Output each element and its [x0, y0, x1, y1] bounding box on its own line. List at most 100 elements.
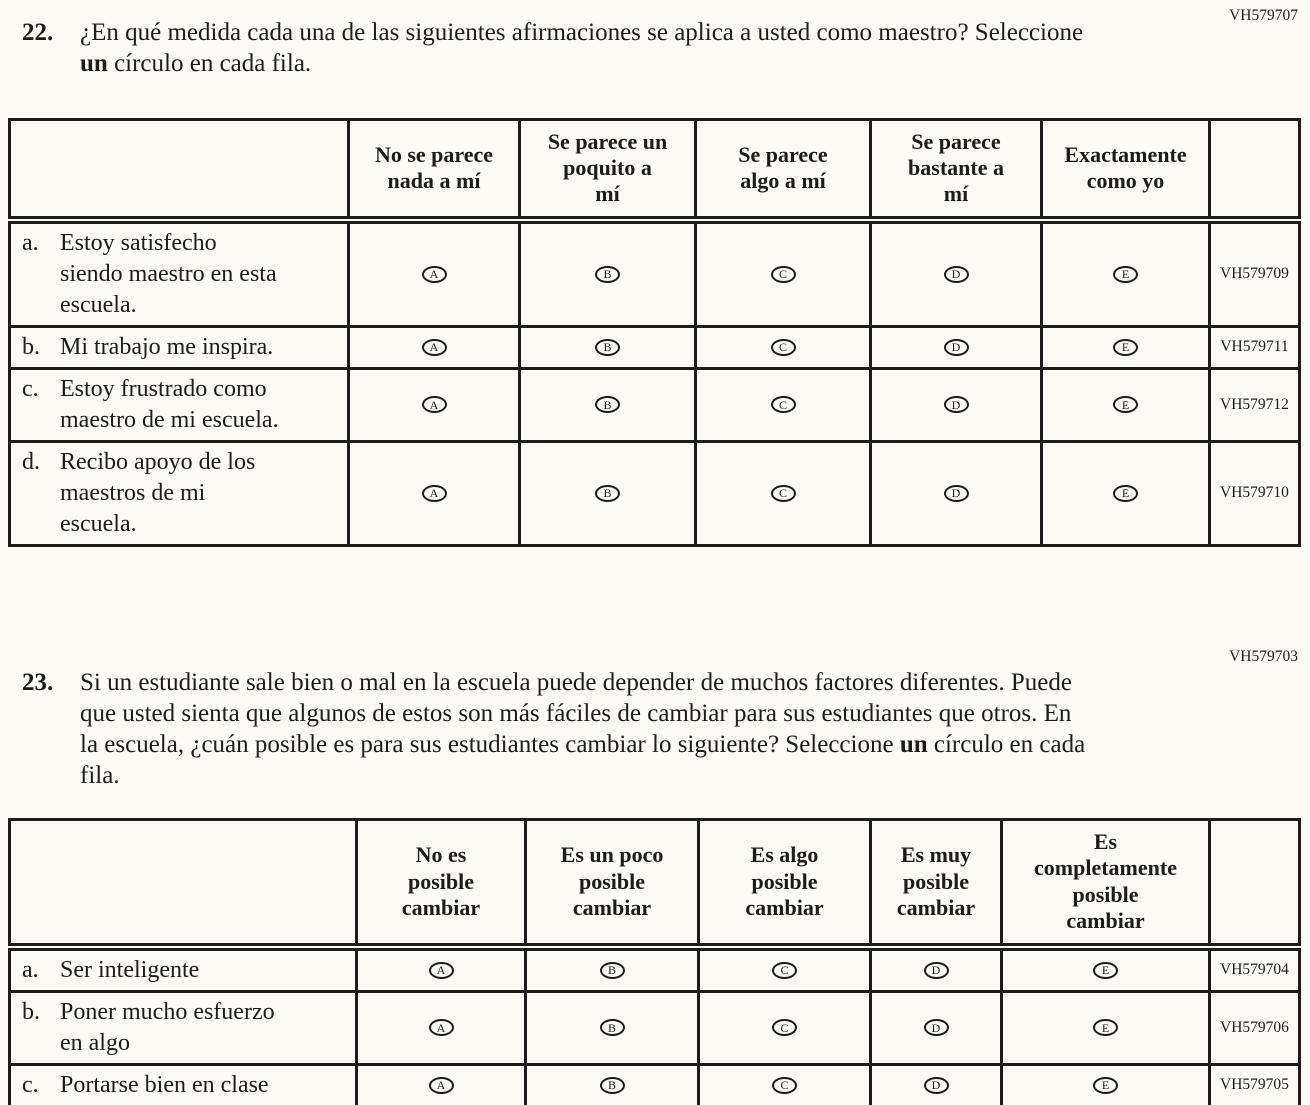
q22-row-a-option-bubble-c[interactable]: C: [770, 265, 796, 283]
q22-header-col-4: Se parece bastante a mí: [869, 118, 1043, 224]
q22-row-a-option-bubble-d[interactable]: D: [943, 265, 969, 283]
q23-row-b-cell-b: B: [524, 989, 700, 1066]
q23-row-c-option-bubble-b[interactable]: B: [599, 1076, 625, 1094]
question-22-table: No se parece nada a mí Se parece un poqu…: [8, 118, 1301, 547]
q22-row-d-cell-e: E: [1040, 439, 1211, 547]
q22-row-a: a. Estoy satisfecho siendo maestro en est…: [8, 218, 1301, 328]
q22-row-a-cell-a: A: [347, 218, 521, 328]
q23-header-col-4: Es muy posible cambiar: [869, 818, 1003, 951]
q22-row-c-option-bubble-e[interactable]: E: [1113, 396, 1138, 413]
q23-header-col-5: Es completamente posible cambiar: [1000, 818, 1211, 951]
q22-row-b-option-bubble-d[interactable]: D: [943, 338, 969, 356]
q22-row-c-option-bubble-b[interactable]: B: [595, 396, 620, 413]
q22-row-c-cell-e: E: [1040, 366, 1211, 443]
q23-row-c-letter: c.: [22, 1071, 39, 1098]
q22-row-d-option-bubble-a[interactable]: A: [421, 484, 447, 502]
q22-row-b-cell-e: E: [1040, 324, 1211, 370]
q23-row-b-cell-c: C: [697, 989, 872, 1066]
q23-row-a-option-bubble-c[interactable]: C: [772, 961, 797, 979]
question-23-table: No es posible cambiar Es un poco posible…: [8, 818, 1301, 1105]
q23-header-blank: [8, 818, 358, 951]
q23-row-a-cell-c: C: [697, 945, 872, 993]
q23-row-c-statement: c. Portarse bien en clase: [8, 1062, 358, 1105]
q22-row-b-letter: b.: [22, 333, 40, 360]
q22-header-label-4: Se parece bastante a mí: [908, 128, 1004, 207]
q22-row-a-option-bubble-a[interactable]: A: [421, 265, 447, 283]
q22-row-d-option-bubble-e[interactable]: E: [1113, 484, 1138, 502]
q23-row-c-item-code: VH579705: [1208, 1062, 1301, 1105]
q22-header-label-1: No se parece nada a mí: [374, 141, 494, 194]
q23-row-c-cell-b: B: [524, 1062, 700, 1105]
q22-header-label-5: Exactamente como yo: [1064, 141, 1187, 194]
q23-header-label-5: Es completamente posible cambiar: [1034, 828, 1177, 934]
question-22-text-lead: ¿En qué medida cada una de las siguiente…: [80, 19, 1084, 46]
q22-row-a-statement: a. Estoy satisfecho siendo maestro en est…: [8, 218, 350, 328]
q23-row-b-statement: b. Poner mucho esfuerzo en algo: [8, 989, 358, 1066]
q22-row-c-option-bubble-c[interactable]: C: [770, 396, 796, 413]
q22-row-d-item-code: VH579710: [1208, 439, 1301, 547]
q22-row-c-option-bubble-d[interactable]: D: [943, 396, 969, 413]
q22-row-b-option-bubble-b[interactable]: B: [595, 338, 620, 356]
q23-header-code-blank: [1208, 818, 1301, 951]
q23-row-a: a. Ser inteligente A B C D E VH579704: [8, 945, 1301, 993]
q22-header-code-blank: [1208, 118, 1301, 224]
q23-row-a-cell-b: B: [524, 945, 700, 993]
q22-row-b-option-bubble-c[interactable]: C: [770, 338, 796, 356]
q22-row-d-cell-a: A: [347, 439, 521, 547]
q22-row-d-option-bubble-d[interactable]: D: [943, 484, 969, 502]
question-23-text-tail: círculo en cada fila.: [80, 731, 1086, 789]
q23-row-b-cell-a: A: [355, 989, 527, 1066]
question-22-prompt: 22. ¿En qué medida cada una de las sigui…: [22, 17, 1097, 79]
q23-row-c-cell-e: E: [1000, 1062, 1211, 1105]
q23-row-b-option-bubble-b[interactable]: B: [599, 1019, 625, 1036]
q22-row-c-statement: c. Estoy frustrado como maestro de mi esc…: [8, 366, 350, 443]
q22-header-col-5: Exactamente como yo: [1040, 118, 1211, 224]
q23-row-a-cell-d: D: [869, 945, 1003, 993]
q23-row-a-option-bubble-b[interactable]: B: [599, 961, 625, 979]
question-22-number: 22.: [22, 19, 54, 46]
q23-header-label-4: Es muy posible cambiar: [896, 842, 976, 920]
q22-row-b-option-bubble-e[interactable]: E: [1113, 338, 1138, 356]
q23-row-a-cell-e: E: [1000, 945, 1211, 993]
q22-row-b-text: Mi trabajo me inspira.: [60, 333, 274, 360]
q23-row-b-option-bubble-e[interactable]: E: [1093, 1019, 1118, 1036]
q23-row-c-option-bubble-e[interactable]: E: [1093, 1076, 1118, 1094]
q22-row-b-cell-b: B: [518, 324, 697, 370]
q23-row-a-option-bubble-d[interactable]: D: [923, 961, 949, 979]
q22-row-d-cell-b: B: [518, 439, 697, 547]
question-23-prompt: 23. Si un estudiante sale bien o mal en …: [22, 667, 1097, 791]
q22-row-b-cell-a: A: [347, 324, 521, 370]
q22-header-col-1: No se parece nada a mí: [347, 118, 521, 224]
question-22-text-tail: círculo en cada fila.: [107, 50, 312, 77]
q23-row-c-option-bubble-c[interactable]: C: [772, 1076, 797, 1094]
q23-row-b-text: Poner mucho esfuerzo en algo: [60, 998, 275, 1056]
q23-row-a-text: Ser inteligente: [60, 956, 200, 983]
q23-row-b-option-bubble-d[interactable]: D: [923, 1019, 949, 1036]
q23-row-b-option-bubble-c[interactable]: C: [772, 1019, 797, 1036]
q22-row-c-cell-b: B: [518, 366, 697, 443]
question-22-item-code: VH579707: [1229, 7, 1298, 24]
q22-row-d-option-bubble-b[interactable]: B: [595, 484, 620, 502]
question-22-text-bold: un: [80, 50, 108, 77]
q23-row-c-option-bubble-d[interactable]: D: [923, 1076, 949, 1094]
q23-row-c-option-bubble-a[interactable]: A: [428, 1076, 454, 1094]
q23-row-a-option-bubble-a[interactable]: A: [428, 961, 454, 979]
q22-row-c-option-bubble-a[interactable]: A: [421, 396, 447, 413]
q22-header-label-2: Se parece un poquito a mí: [547, 128, 668, 207]
q22-row-b-option-bubble-a[interactable]: A: [421, 338, 447, 356]
q23-row-c-cell-a: A: [355, 1062, 527, 1105]
q22-row-c-cell-a: A: [347, 366, 521, 443]
q23-row-c-cell-d: D: [869, 1062, 1003, 1105]
q22-row-d-option-bubble-c[interactable]: C: [770, 484, 796, 502]
q23-row-c-text: Portarse bien en clase: [60, 1071, 269, 1098]
q22-row-a-option-bubble-e[interactable]: E: [1113, 265, 1138, 283]
q23-row-a-option-bubble-e[interactable]: E: [1093, 961, 1118, 979]
q22-row-a-text: Estoy satisfecho siendo maestro en esta …: [60, 229, 277, 318]
q22-header-row: No se parece nada a mí Se parece un poqu…: [8, 118, 1301, 224]
q22-row-a-option-bubble-b[interactable]: B: [595, 265, 620, 283]
question-23-text-bold: un: [899, 731, 928, 758]
q22-row-c-cell-c: C: [694, 366, 872, 443]
q22-row-c-letter: c.: [22, 375, 39, 402]
q23-row-b-option-bubble-a[interactable]: A: [428, 1019, 454, 1036]
q22-row-d-cell-c: C: [694, 439, 872, 547]
